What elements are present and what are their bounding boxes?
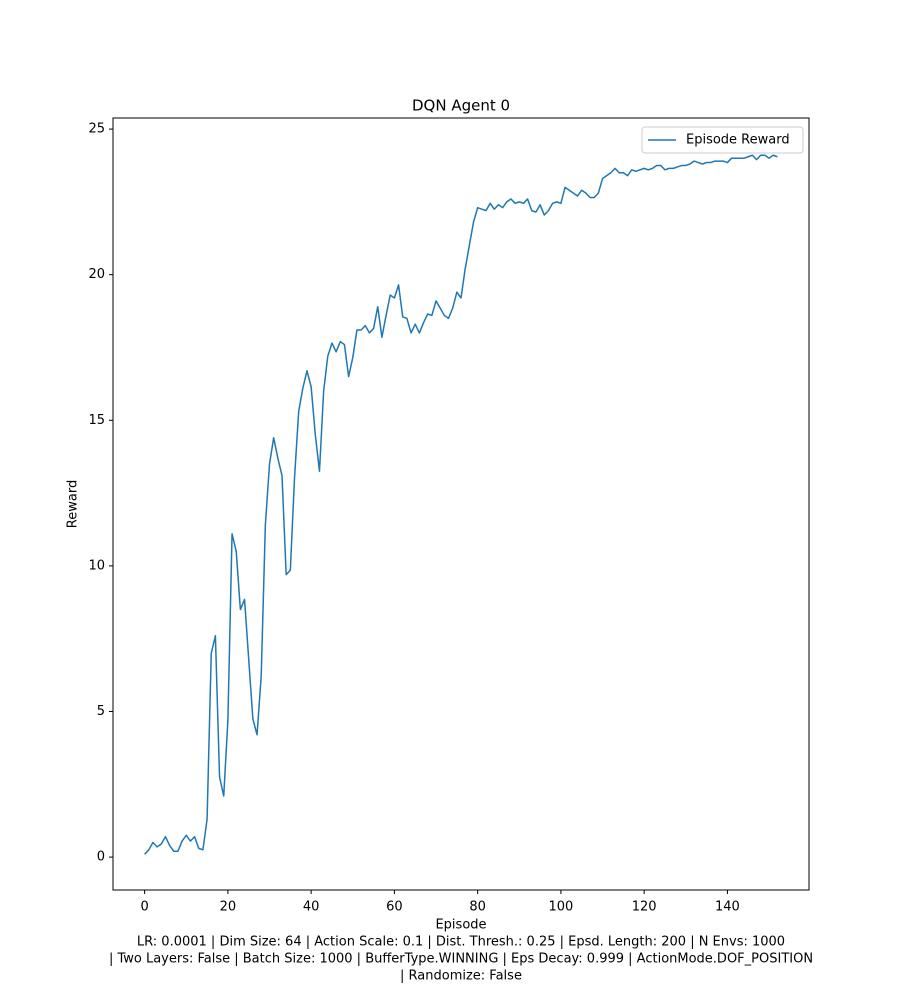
x-tick-label: 120 — [632, 900, 657, 915]
legend-box — [641, 126, 804, 154]
y-tick-label: 15 — [88, 413, 105, 428]
x-tick-label: 40 — [303, 900, 320, 915]
footer-line: LR: 0.0001 | Dim Size: 64 | Action Scale… — [137, 935, 785, 950]
footer-line: | Two Layers: False | Batch Size: 1000 |… — [109, 952, 813, 967]
legend-label: Episode Reward — [686, 133, 790, 148]
y-axis-label: Reward — [66, 480, 81, 528]
line-series — [144, 154, 778, 855]
y-tick-label: 0 — [97, 850, 105, 865]
chart-title: DQN Agent 0 — [412, 97, 510, 115]
y-tick-label: 20 — [88, 267, 105, 282]
y-tick-label: 5 — [97, 704, 105, 719]
x-tick-label: 140 — [715, 900, 740, 915]
y-tick-label: 10 — [88, 558, 105, 573]
x-axis-label: Episode — [435, 918, 486, 933]
x-tick-label: 100 — [548, 900, 573, 915]
plot-frame — [112, 117, 810, 891]
footer-line: | Randomize: False — [400, 969, 522, 984]
x-tick-label: 20 — [220, 900, 237, 915]
x-tick-label: 60 — [386, 900, 403, 915]
x-tick-label: 80 — [469, 900, 486, 915]
x-tick-label: 0 — [140, 900, 148, 915]
y-tick-label: 25 — [88, 122, 105, 137]
